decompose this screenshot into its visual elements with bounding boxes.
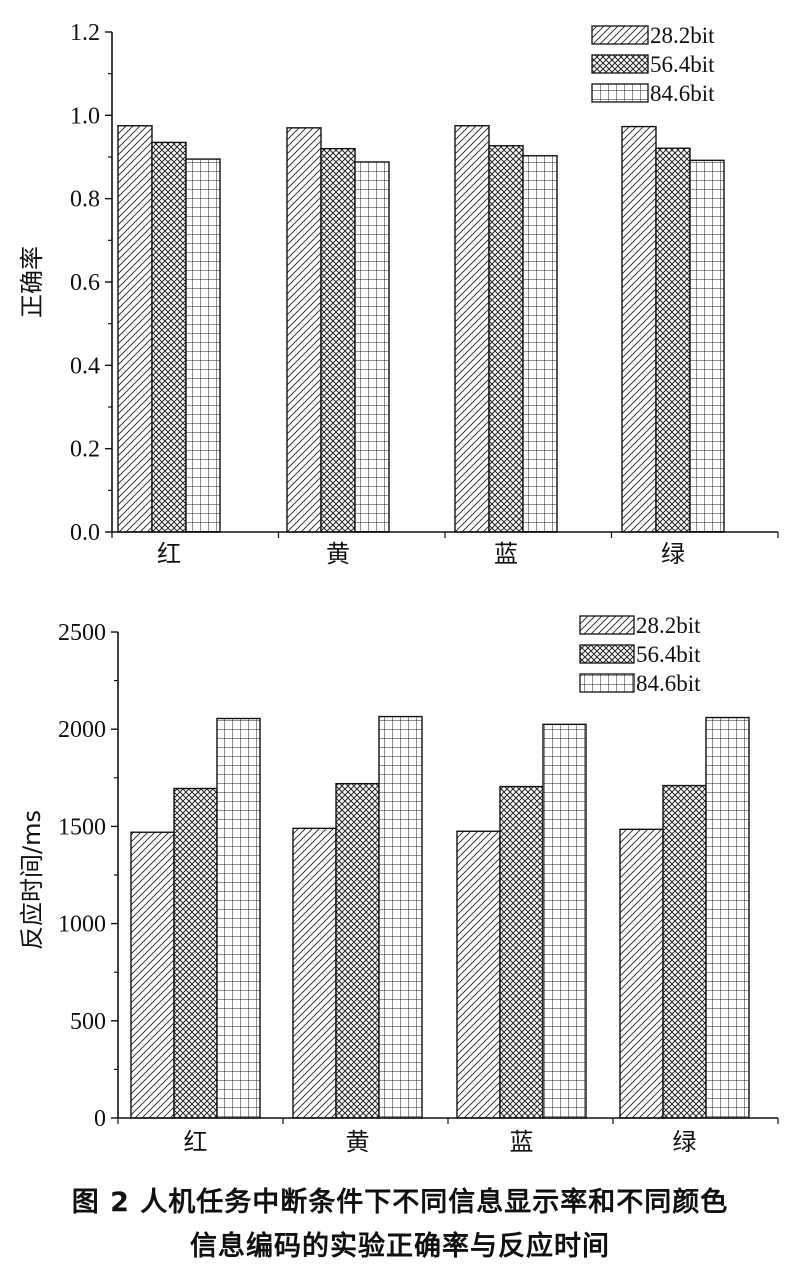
bar-top-0-0 [117,125,153,533]
bar-bottom-2-1 [499,785,544,1119]
x-tick-label: 绿 [661,540,685,568]
bar-bottom-1-2 [378,715,423,1119]
y-tick-label: 0.0 [70,520,100,546]
bar-bottom-3-1 [662,784,707,1119]
x-tick-label: 红 [184,1128,208,1156]
bar-bottom-3-2 [705,716,750,1119]
legend-swatch-1 [579,644,635,664]
bar-top-3-0 [621,125,657,533]
bar-bottom-2-2 [542,723,587,1119]
bar-top-0-2 [185,158,221,533]
bar-bottom-0-1 [173,787,218,1119]
legend-swatch-2 [591,83,649,103]
legend-label-1: 56.4bit [650,52,715,77]
y-tick-label: 2000 [58,717,106,743]
y-tick-label: 1500 [58,814,106,840]
y-tick-label: 1000 [58,912,106,938]
legend-label-0: 28.2bit [636,613,701,638]
legend-label-2: 84.6bit [636,671,701,696]
bar-top-2-0 [454,125,490,533]
y-axis-label: 正确率 [18,246,46,318]
figure-caption-line-2: 信息编码的实验正确率与反应时间 [190,1231,610,1262]
y-tick-label: 1.0 [70,103,100,129]
legend-label-0: 28.2bit [650,23,715,48]
y-tick-label: 0.8 [70,187,100,213]
bar-top-0-1 [151,141,187,533]
legend-label-1: 56.4bit [636,642,701,667]
legend-swatch-2 [579,673,635,693]
y-tick-label: 0.6 [70,270,100,296]
x-tick-label: 绿 [673,1128,697,1156]
bar-top-3-1 [655,147,691,533]
bar-top-1-0 [286,127,322,533]
bar-bottom-3-0 [619,828,664,1119]
legend-swatch-0 [591,25,649,45]
x-tick-label: 蓝 [494,540,518,568]
legend-swatch-0 [579,615,635,635]
y-tick-label: 1.2 [70,20,100,46]
y-tick-label: 500 [70,1009,106,1035]
reaction-time-chart: 0 500 1000 1500 2000 2500 红 黄 蓝 绿 反应时间/ms 28.2bit 56… [18,613,779,1156]
bar-top-1-1 [320,147,356,533]
legend-swatch-1 [591,54,649,74]
bar-top-2-2 [522,155,558,533]
figure-caption-line-1: 图 2 人机任务中断条件下不同信息显示率和不同颜色 [71,1187,729,1218]
y-axis-label: 反应时间/ms [18,810,46,950]
legend-label-2: 84.6bit [650,81,715,106]
x-tick-label: 蓝 [510,1128,534,1156]
y-tick-label: 0 [94,1106,106,1132]
bar-bottom-1-1 [335,782,380,1119]
x-tick-label: 黄 [326,540,350,568]
x-tick-label: 红 [157,540,181,568]
bar-top-1-2 [354,161,390,533]
x-tick-label: 黄 [346,1128,370,1156]
bar-top-3-2 [689,159,725,533]
bar-bottom-0-0 [130,831,175,1119]
bar-top-2-1 [488,145,524,533]
accuracy-chart: 0.0 0.2 0.4 0.6 0.8 1.0 1.2 红 黄 蓝 绿 正确率 28.2bit 56.4b… [18,20,779,568]
bar-bottom-1-0 [292,827,337,1119]
y-tick-label: 0.2 [70,437,100,463]
bar-bottom-0-2 [216,717,261,1119]
y-tick-label: 0.4 [70,353,100,379]
y-tick-label: 2500 [58,620,106,646]
bar-bottom-2-0 [456,830,501,1119]
